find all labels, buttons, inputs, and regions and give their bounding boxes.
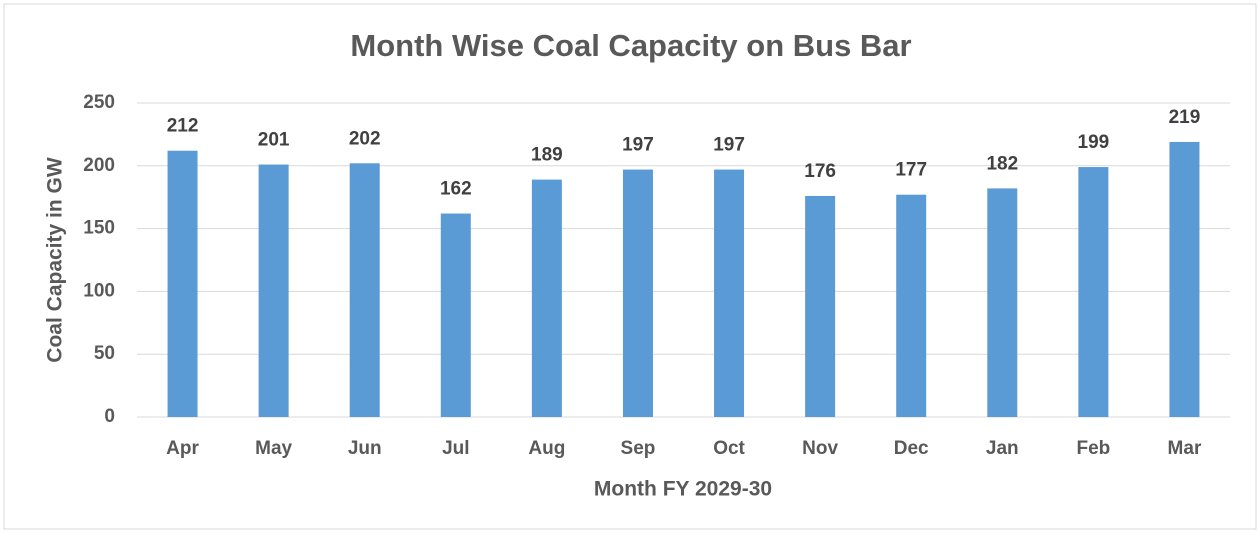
data-label: 197 (713, 135, 745, 156)
x-tick-label: Oct (713, 438, 745, 459)
chart-title: Month Wise Coal Capacity on Bus Bar (350, 28, 911, 63)
y-tick-label: 0 (104, 406, 115, 427)
bar (805, 195, 836, 417)
y-axis-label: Coal Capacity in GW (44, 157, 67, 363)
x-tick-label: Apr (166, 438, 199, 459)
x-tick-label: Feb (1076, 438, 1110, 459)
bar (167, 150, 198, 417)
x-tick-label: Dec (894, 438, 929, 459)
data-label: 197 (622, 135, 654, 156)
y-tick-label: 250 (83, 92, 115, 113)
y-tick-label: 100 (83, 280, 115, 301)
data-label: 202 (349, 128, 381, 149)
bar (987, 188, 1018, 417)
x-tick-label: Jun (348, 438, 382, 459)
x-axis-label: Month FY 2029-30 (594, 478, 772, 501)
data-label: 177 (895, 160, 927, 181)
data-label: 189 (531, 145, 563, 166)
data-label: 219 (1169, 107, 1201, 128)
bar (440, 213, 471, 417)
x-tick-label: Aug (528, 438, 565, 459)
y-tick-label: 50 (94, 343, 115, 364)
x-tick-label: Mar (1168, 438, 1202, 459)
bar (1078, 167, 1109, 417)
bar (714, 169, 745, 417)
data-label: 162 (440, 179, 472, 200)
bar (531, 179, 562, 417)
bar (258, 164, 289, 417)
data-label: 176 (804, 161, 836, 182)
y-tick-label: 150 (83, 218, 115, 239)
bar (1169, 141, 1200, 417)
x-tick-label: May (255, 438, 292, 459)
bar (622, 169, 653, 417)
data-label: 212 (167, 116, 199, 137)
bar (349, 163, 380, 417)
y-tick-label: 200 (83, 155, 115, 176)
data-label: 199 (1078, 132, 1110, 153)
data-label: 201 (258, 130, 290, 151)
x-tick-label: Jul (442, 438, 469, 459)
x-tick-label: Jan (986, 438, 1019, 459)
data-label: 182 (986, 153, 1018, 174)
x-tick-label: Sep (621, 438, 656, 459)
x-tick-label: Nov (802, 438, 838, 459)
bar (896, 194, 927, 417)
